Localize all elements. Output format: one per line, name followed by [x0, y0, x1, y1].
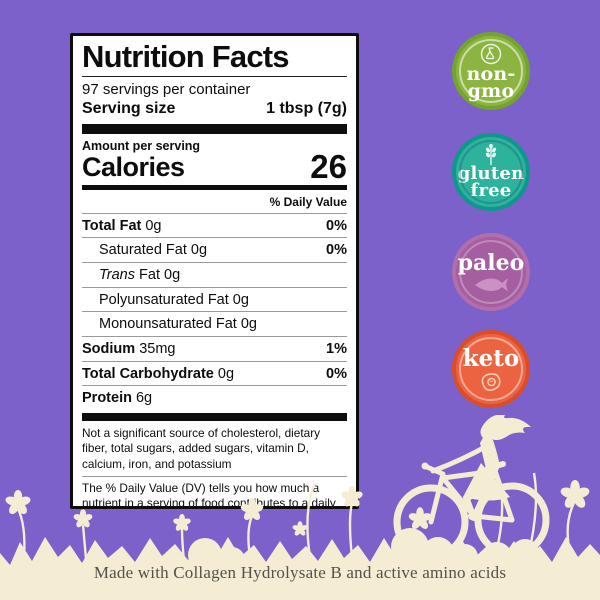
serving-size-label: Serving size [82, 99, 176, 117]
serving-size-value: 1 tbsp (7g) [266, 99, 347, 117]
nutrient-name: Sodium 35mg [82, 341, 176, 357]
badge-non-gmo: non- gmo [452, 32, 530, 110]
daily-value-footnote: The % Daily Value (DV) tells you how muc… [82, 476, 347, 506]
nutrient-row-protein: Protein 6g [82, 385, 347, 410]
badge-label-line: non- [466, 62, 516, 85]
badge-keto: keto [452, 330, 530, 408]
nutrient-row-monounsaturated-fat: Monounsaturated Fat 0g [82, 311, 347, 336]
calories-value: 26 [310, 147, 347, 185]
not-significant-source-note: Not a significant source of cholesterol,… [82, 426, 321, 471]
badge-paleo: paleo [452, 233, 530, 311]
badge-label-line: paleo [457, 249, 525, 276]
daily-value: 0% [326, 365, 347, 382]
nutrient-name: Trans Fat 0g [99, 266, 181, 283]
nutrition-facts-label: Nutrition Facts 97 servings per containe… [70, 33, 359, 509]
nutrient-name: Total Carbohydrate 0g [82, 365, 235, 382]
nutrient-row-trans-fat: Trans Fat 0g [82, 261, 347, 287]
nutrient-row-sodium: Sodium 35mg 1% [82, 336, 347, 361]
daily-value: 0% [326, 242, 347, 259]
nutrition-facts-title: Nutrition Facts [82, 41, 347, 77]
bottom-scene [0, 415, 600, 600]
grass-silhouette [0, 537, 600, 600]
flask-in-circle-icon [480, 43, 502, 64]
nutrient-row-total-carbohydrate: Total Carbohydrate 0g 0% [82, 360, 347, 386]
calories-row: Calories 26 [82, 147, 347, 185]
daily-value: 0% [326, 217, 347, 234]
badge-label-line: gmo [467, 80, 515, 102]
nutrient-name: Total Fat 0g [82, 217, 162, 234]
badge-label-line: gluten [457, 163, 525, 185]
daily-value: 1% [326, 341, 347, 357]
thick-divider-bar [82, 123, 347, 134]
badge-label-line: free [470, 180, 512, 201]
nutrient-name: Protein 6g [82, 390, 153, 407]
serving-size-row: Serving size 1 tbsp (7g) [82, 98, 347, 122]
calories-label: Calories [82, 151, 185, 182]
badge-label-line: keto [462, 344, 520, 372]
badge-gluten-free: gluten free [452, 133, 530, 211]
nutrient-name: Monounsaturated Fat 0g [99, 316, 257, 333]
nutrient-row-saturated-fat: Saturated Fat 0g 0% [82, 237, 347, 262]
nutrient-row-polyunsaturated-fat: Polyunsaturated Fat 0g [82, 286, 347, 312]
amount-per-serving-label: Amount per serving [82, 138, 201, 153]
footer-tagline: Made with Collagen Hydrolysate B and act… [93, 563, 507, 582]
nutrient-name: Saturated Fat 0g [99, 242, 208, 259]
thick-divider-bar [82, 413, 347, 422]
medium-divider-bar [82, 184, 347, 190]
nutrient-row-total-fat: Total Fat 0g 0% [82, 212, 347, 238]
fish-icon [475, 277, 508, 291]
fried-egg-icon [481, 372, 501, 391]
girl-on-bicycle-silhouette [393, 415, 550, 560]
servings-per-container: 97 servings per container [82, 80, 251, 98]
wheat-icon [485, 144, 497, 166]
daily-value-header: % Daily Value [269, 194, 347, 209]
nutrient-name: Polyunsaturated Fat 0g [99, 291, 249, 308]
